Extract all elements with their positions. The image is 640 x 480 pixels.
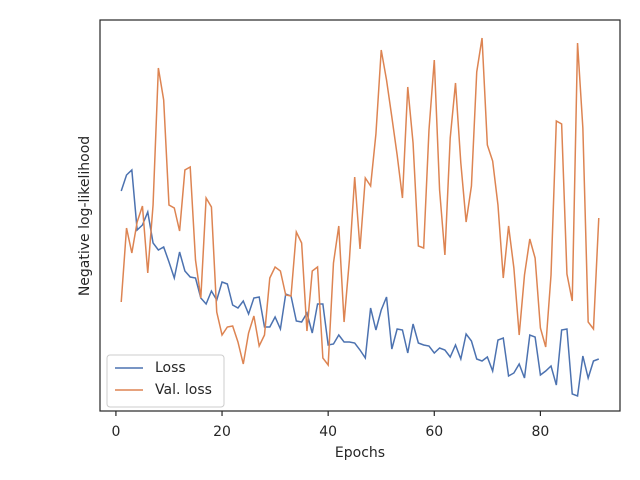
y-axis-label: Negative log-likelihood bbox=[77, 136, 93, 296]
x-axis-label: Epochs bbox=[335, 445, 385, 461]
legend-label: Loss bbox=[155, 360, 186, 376]
x-tick-label: 40 bbox=[319, 424, 337, 440]
x-tick-label: 60 bbox=[425, 424, 443, 440]
plot-area bbox=[99, 19, 621, 412]
x-tick-label: 20 bbox=[213, 424, 231, 440]
line bbox=[120, 37, 600, 368]
legend-label: Val. loss bbox=[155, 382, 212, 398]
x-tick-label: 0 bbox=[111, 424, 120, 440]
x-tick-label: 80 bbox=[531, 424, 549, 440]
